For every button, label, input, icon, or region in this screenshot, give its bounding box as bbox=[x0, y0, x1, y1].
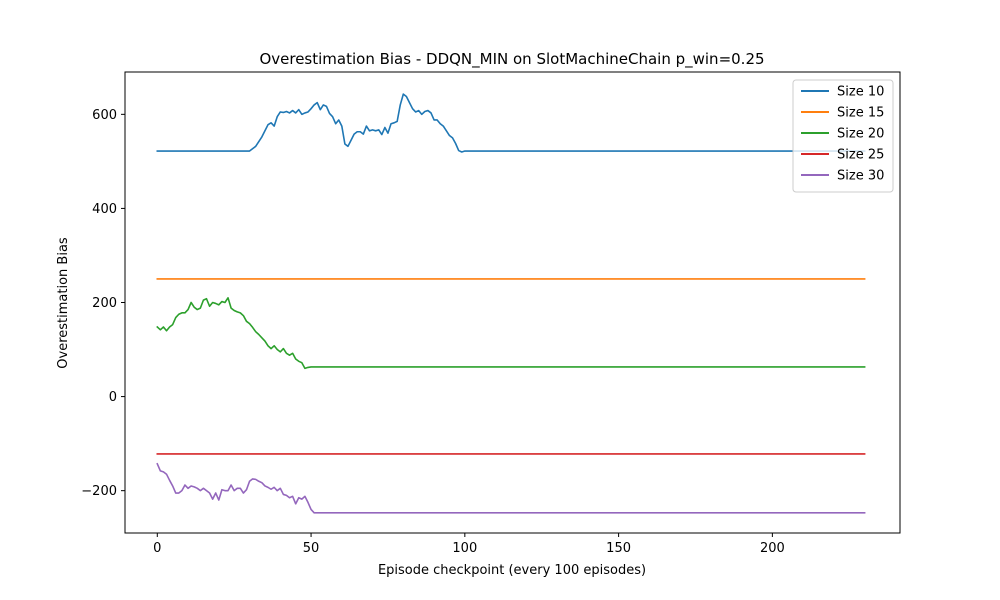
legend-label: Size 30 bbox=[837, 169, 884, 184]
x-tick-label: 200 bbox=[760, 541, 785, 556]
y-tick-label: 400 bbox=[92, 202, 117, 217]
y-tick-label: 0 bbox=[109, 390, 117, 405]
x-axis-title: Episode checkpoint (every 100 episodes) bbox=[378, 563, 646, 578]
y-axis-title: Overestimation Bias bbox=[56, 237, 71, 369]
y-tick-label: 600 bbox=[92, 108, 117, 123]
y-axis: −200 0 200 400 600 bbox=[81, 108, 125, 499]
series-line-size-10 bbox=[156, 93, 866, 153]
series-line-size-30 bbox=[156, 462, 866, 514]
legend-label: Size 20 bbox=[837, 127, 884, 142]
x-tick-label: 100 bbox=[452, 541, 477, 556]
plot-frame bbox=[124, 71, 901, 534]
x-axis: 0 50 100 150 200 bbox=[153, 533, 785, 556]
x-tick-label: 150 bbox=[606, 541, 631, 556]
plot-marks bbox=[156, 93, 866, 514]
legend-label: Size 25 bbox=[837, 148, 884, 163]
series-line-size-20 bbox=[156, 296, 866, 370]
x-tick-label: 0 bbox=[153, 541, 161, 556]
chart-title: Overestimation Bias - DDQN_MIN on SlotMa… bbox=[259, 50, 764, 69]
x-tick-label: 50 bbox=[303, 541, 320, 556]
legend-box bbox=[792, 79, 894, 193]
legend: Size 10 Size 15 Size 20 Size 25 Size 30 bbox=[792, 79, 894, 193]
legend-label: Size 10 bbox=[837, 85, 884, 100]
y-tick-label: −200 bbox=[81, 484, 117, 499]
y-tick-label: 200 bbox=[92, 296, 117, 311]
legend-label: Size 15 bbox=[837, 106, 884, 121]
